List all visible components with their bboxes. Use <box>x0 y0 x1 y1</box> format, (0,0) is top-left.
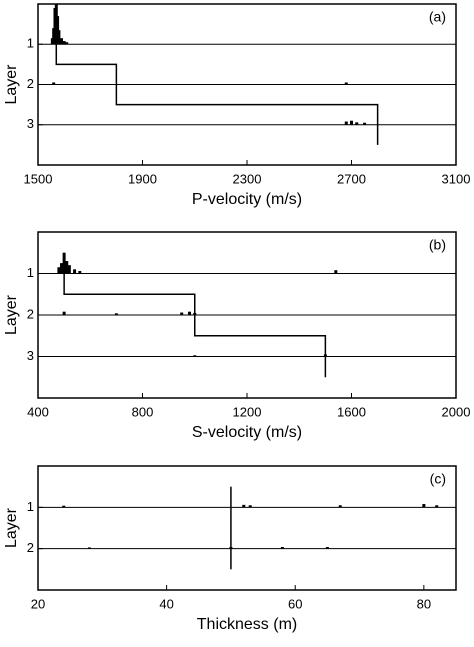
x-axis-label: Thickness (m) <box>197 616 297 633</box>
y-tick-label: 1 <box>27 265 34 280</box>
y-axis-label: Layer <box>3 507 20 548</box>
y-axis-label: Layer <box>3 64 20 105</box>
x-tick-label: 80 <box>417 596 431 611</box>
x-tick-label: 1600 <box>337 404 366 419</box>
x-tick-label: 60 <box>288 596 302 611</box>
histogram-bar <box>60 263 64 274</box>
x-tick-label: 3100 <box>442 171 471 186</box>
x-tick-label: 2700 <box>337 171 366 186</box>
x-tick-label: 800 <box>132 404 154 419</box>
plot-frame <box>37 465 457 591</box>
panel-label: (a) <box>429 9 446 25</box>
histogram-bar <box>435 505 439 508</box>
x-tick-label: 20 <box>31 596 45 611</box>
histogram-bar <box>65 261 69 274</box>
histogram-bar <box>52 82 56 85</box>
plot-frame <box>37 231 457 399</box>
histogram-bar <box>193 355 197 357</box>
histogram-bar <box>57 30 61 45</box>
y-tick-label: 2 <box>27 76 34 91</box>
histogram-bar <box>62 41 66 45</box>
histogram-bar <box>280 547 284 549</box>
x-tick-label: 400 <box>27 404 49 419</box>
histogram-bar <box>325 547 329 549</box>
histogram-bar <box>87 547 91 549</box>
x-tick-label: 1900 <box>128 171 157 186</box>
histogram-bar <box>65 42 69 45</box>
model-line <box>63 252 327 378</box>
histogram-bar <box>344 121 348 125</box>
histogram-bar <box>114 313 118 315</box>
x-tick-label: 40 <box>159 596 173 611</box>
plot-frame <box>37 3 457 166</box>
model-line <box>55 4 379 145</box>
y-tick-label: 3 <box>27 116 34 131</box>
histogram-bar <box>363 122 367 125</box>
histogram-bar <box>350 120 353 125</box>
histogram-bar <box>62 505 66 508</box>
histogram-bar <box>188 311 192 315</box>
x-axis-label: P-velocity (m/s) <box>192 191 302 208</box>
histogram-bar <box>355 122 359 125</box>
x-tick-label: 1200 <box>233 404 262 419</box>
y-tick-label: 2 <box>27 540 34 555</box>
panel-label: (b) <box>429 237 446 253</box>
histogram-bar <box>57 267 61 274</box>
histogram-bar <box>422 504 426 508</box>
histogram-bar <box>334 270 338 274</box>
y-tick-label: 1 <box>27 36 34 51</box>
y-tick-label: 3 <box>27 348 34 363</box>
histogram-bar <box>67 265 71 274</box>
y-tick-label: 2 <box>27 306 34 321</box>
histogram-bar <box>242 504 246 508</box>
histogram-bar <box>338 505 342 508</box>
histogram-bar <box>73 269 77 274</box>
histogram-bar <box>78 271 82 274</box>
histogram-bar <box>344 82 348 85</box>
x-tick-label: 2000 <box>442 404 471 419</box>
y-axis-label: Layer <box>3 294 20 335</box>
histogram-bar <box>62 311 66 315</box>
x-tick-label: 1500 <box>24 171 53 186</box>
x-axis-label: S-velocity (m/s) <box>192 424 302 441</box>
histogram-bar <box>60 38 64 45</box>
panel-label: (c) <box>430 471 446 487</box>
histogram-bar <box>180 312 184 315</box>
x-tick-label: 2300 <box>233 171 262 186</box>
y-tick-label: 1 <box>27 499 34 514</box>
histogram-bar <box>248 505 252 508</box>
